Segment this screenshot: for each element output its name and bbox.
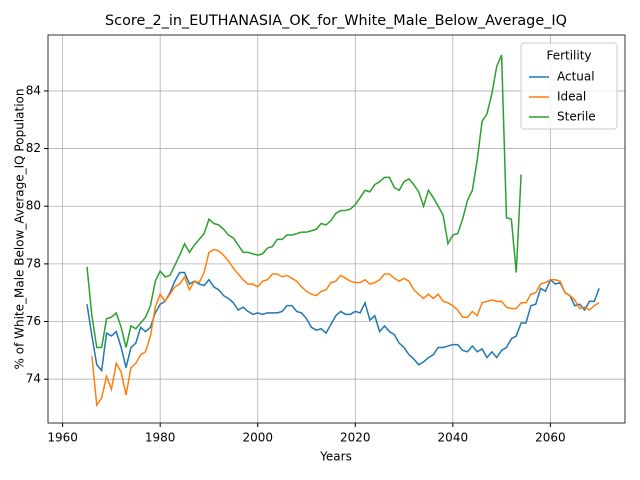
- y-tick-label: 82: [26, 141, 41, 155]
- x-tick-label: 2060: [535, 431, 566, 445]
- x-tick-label: 1980: [145, 431, 176, 445]
- y-tick-label: 74: [26, 372, 41, 386]
- y-axis-label: % of White_Male Below_Average_IQ Populat…: [13, 89, 27, 370]
- x-axis-label: Years: [319, 450, 352, 464]
- plot-frame: [47, 34, 626, 424]
- series-line: [91, 248, 600, 408]
- x-tick-label: 2040: [438, 431, 469, 445]
- y-tick-label: 78: [26, 256, 41, 270]
- series-line: [86, 271, 600, 373]
- y-tick-label: 76: [26, 314, 41, 328]
- x-tick-label: 2000: [242, 431, 273, 445]
- x-tick-label: 1960: [47, 431, 78, 445]
- series-line: [86, 54, 522, 349]
- y-tick-label: 84: [26, 83, 41, 97]
- legend-box: [520, 42, 618, 130]
- legend-label: Ideal: [557, 90, 586, 104]
- legend-label: Sterile: [557, 110, 596, 124]
- y-tick-label: 80: [26, 199, 41, 213]
- x-tick-label: 2020: [340, 431, 371, 445]
- legend-label: Actual: [557, 70, 595, 84]
- chart-title: Score_2_in_EUTHANASIA_OK_for_White_Male_…: [105, 13, 567, 29]
- legend-title: Fertility: [546, 49, 591, 63]
